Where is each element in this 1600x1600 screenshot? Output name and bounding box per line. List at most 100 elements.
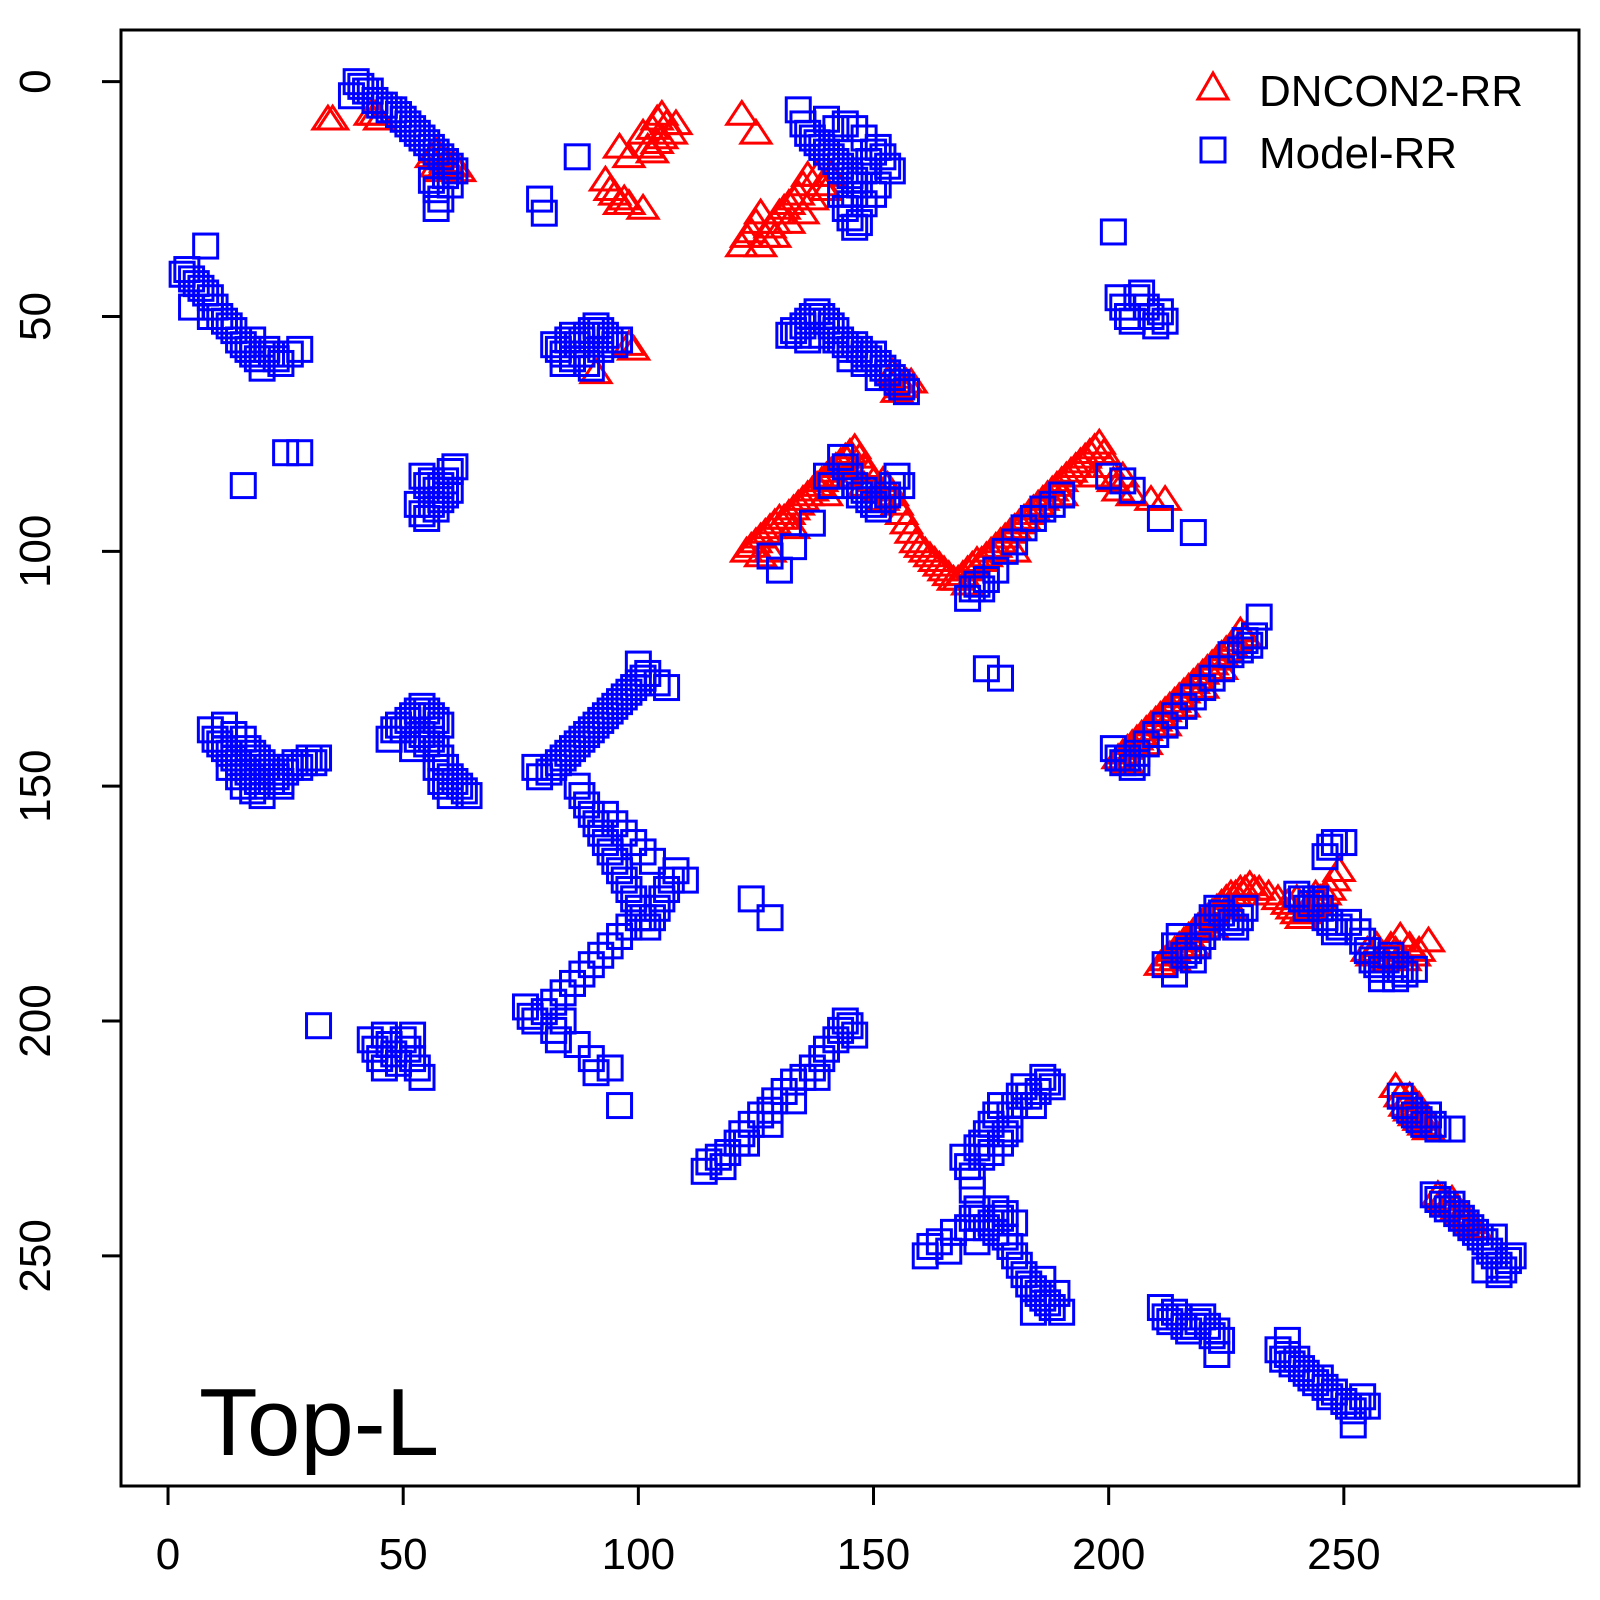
data-point-square (1339, 1411, 1367, 1439)
data-point-square (1443, 1200, 1471, 1228)
data-point-square (935, 1237, 963, 1265)
data-point-square (1189, 922, 1217, 950)
data-point-square (737, 1110, 765, 1138)
data-point-square (1001, 528, 1029, 556)
data-point-square (1245, 603, 1273, 631)
data-point-square (1367, 965, 1395, 993)
legend-item-model-rr: Model-RR (1199, 129, 1457, 178)
data-point-square (991, 1120, 1019, 1148)
data-point-square (1118, 476, 1146, 504)
data-point-triangle (1410, 925, 1447, 953)
data-point-square (1142, 721, 1170, 749)
data-point-square (403, 725, 431, 753)
data-point-square (1480, 1242, 1508, 1270)
data-point-square (808, 303, 836, 331)
data-point-square (958, 1176, 986, 1204)
data-point-triangle (1250, 878, 1287, 906)
data-point-square (827, 1016, 855, 1044)
data-point-square (587, 317, 615, 345)
data-point-square (1142, 312, 1170, 340)
data-point-square (587, 941, 615, 969)
data-point-square (225, 763, 253, 791)
data-point-square (982, 556, 1010, 584)
data-point-square (591, 321, 619, 349)
data-point-square (417, 716, 445, 744)
data-point-square (878, 157, 906, 185)
data-point-square (1189, 1303, 1217, 1331)
data-point-square (1170, 692, 1198, 720)
data-point-triangle (1382, 920, 1419, 948)
data-point-square (1231, 894, 1259, 922)
data-point-square (1038, 1294, 1066, 1322)
data-point-square (1212, 904, 1240, 932)
data-point-square (808, 321, 836, 349)
data-point-square (869, 354, 897, 382)
data-point-square (370, 1021, 398, 1049)
data-point-square (812, 307, 840, 335)
data-point-square (780, 533, 808, 561)
data-point-square (624, 669, 652, 697)
data-point-square (530, 998, 558, 1026)
data-point-square (549, 1007, 577, 1035)
data-point-square (342, 68, 370, 96)
data-point-square (1320, 1378, 1348, 1406)
data-point-square (1382, 965, 1410, 993)
data-point-square (714, 1139, 742, 1167)
data-point-square (178, 265, 206, 293)
data-point-square (756, 904, 784, 932)
data-point-square (239, 777, 267, 805)
data-point-square (559, 969, 587, 997)
data-point-square (573, 721, 601, 749)
data-point-square (1419, 1181, 1447, 1209)
data-point-square (535, 758, 563, 786)
data-point-square (822, 115, 850, 143)
data-point-square (526, 185, 554, 213)
data-point-triangle (314, 103, 351, 131)
data-point-square (389, 105, 417, 133)
data-point-square (422, 176, 450, 204)
data-point-square (883, 462, 911, 490)
data-point-square (601, 847, 629, 875)
data-point-triangle (611, 141, 647, 169)
data-point-square (733, 1129, 761, 1157)
data-point-square (1306, 1364, 1334, 1392)
data-point-square (982, 1195, 1010, 1223)
data-point-square (620, 829, 648, 857)
data-point-square (892, 378, 920, 406)
data-point-square (1311, 1373, 1339, 1401)
data-point-square (220, 721, 248, 749)
data-point-square (215, 753, 243, 781)
data-point-square (864, 171, 892, 199)
data-point-square (563, 730, 591, 758)
data-point-square (1029, 495, 1057, 523)
data-point-square (441, 453, 469, 481)
data-point-square (648, 885, 676, 913)
data-point-square (1372, 946, 1400, 974)
data-point-square (1386, 1082, 1414, 1110)
panel-annotation: Top-L (199, 1369, 439, 1476)
data-point-square (1226, 904, 1254, 932)
data-point-square (1034, 1068, 1062, 1096)
x-tick-label: 100 (602, 1530, 675, 1579)
data-point-square (1118, 753, 1146, 781)
data-point-square (1264, 1336, 1292, 1364)
data-point-square (709, 1153, 737, 1181)
data-point-square (610, 866, 638, 894)
data-point-square (841, 115, 869, 143)
data-point-square (511, 993, 539, 1021)
y-tick-label: 250 (11, 1219, 60, 1292)
data-point-square (954, 584, 982, 612)
x-tick-label: 0 (156, 1530, 180, 1579)
data-point-square (596, 1054, 624, 1082)
legend-item-dncon2-rr: DNCON2-RR (1195, 67, 1523, 116)
data-point-square (436, 457, 464, 485)
data-point-square (1339, 1397, 1367, 1425)
data-point-square (808, 133, 836, 161)
data-point-square (1043, 1279, 1071, 1307)
data-point-square (413, 504, 441, 532)
data-point-square (629, 838, 657, 866)
data-point-square (540, 1016, 568, 1044)
data-point-square (1353, 1392, 1381, 1420)
data-point-square (1029, 1063, 1057, 1091)
data-point-square (874, 481, 902, 509)
